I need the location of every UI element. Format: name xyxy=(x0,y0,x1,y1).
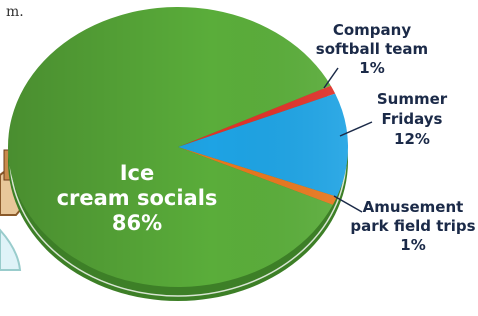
value-label: 12% xyxy=(394,130,430,148)
value-label: 86% xyxy=(112,211,162,235)
label-line: Summer xyxy=(377,90,448,108)
cropped-text: m. xyxy=(6,4,24,20)
label-line: softball team xyxy=(316,40,428,58)
slice-label: Summer Fridays xyxy=(377,90,448,128)
label-line: cream socials xyxy=(57,186,218,210)
pie xyxy=(8,7,348,301)
label-line: Company xyxy=(333,21,411,39)
label-line: Amusement xyxy=(363,198,464,216)
pie-shade xyxy=(8,7,348,287)
label-line: Fridays xyxy=(382,110,443,128)
label-line: park field trips xyxy=(350,217,475,235)
value-label: 1% xyxy=(359,59,384,77)
page: m. Companysoftball team1%SummerFridays12… xyxy=(0,0,478,316)
label-line: Ice xyxy=(120,161,155,185)
chart: m. Companysoftball team1%SummerFridays12… xyxy=(0,0,478,316)
value-label: 1% xyxy=(400,236,425,254)
leader-line xyxy=(324,68,338,88)
